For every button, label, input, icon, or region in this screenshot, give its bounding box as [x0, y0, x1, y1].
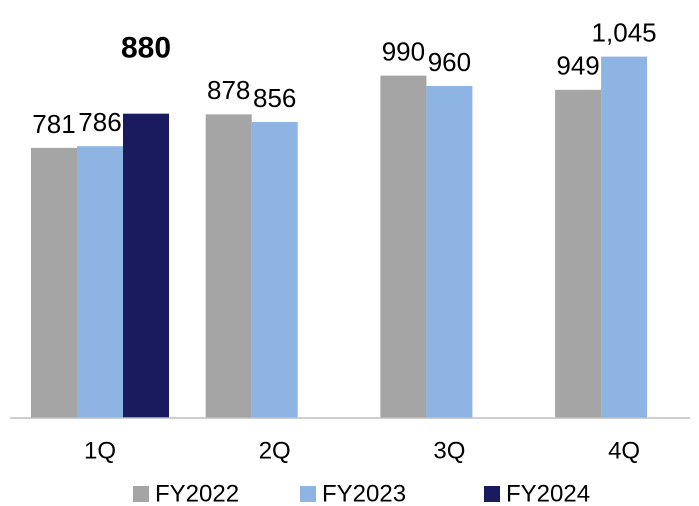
bar	[426, 86, 473, 418]
x-tick-label: 1Q	[84, 437, 116, 464]
bar	[601, 56, 648, 419]
legend-label: FY2023	[322, 480, 406, 506]
x-tick-label: 4Q	[608, 437, 640, 464]
bar	[555, 89, 602, 418]
value-label: 856	[253, 83, 296, 113]
value-label: 786	[78, 107, 121, 137]
bar	[251, 121, 298, 418]
legend-label: FY2024	[506, 480, 590, 506]
value-label: 949	[556, 51, 599, 81]
legend-label: FY2022	[155, 480, 239, 506]
bar	[205, 114, 252, 418]
legend-swatch	[133, 486, 149, 502]
value-label: 990	[382, 37, 425, 67]
bar	[77, 146, 123, 419]
bar	[380, 75, 427, 418]
bar	[31, 147, 77, 418]
x-tick-label: 2Q	[259, 437, 291, 464]
legend-swatch	[484, 486, 500, 502]
value-label: 880	[121, 32, 171, 65]
bar	[123, 113, 169, 419]
legend-swatch	[300, 486, 316, 502]
value-label: 1,045	[592, 17, 657, 47]
x-tick-label: 3Q	[433, 437, 465, 464]
value-label: 878	[207, 75, 250, 105]
value-label: 781	[32, 109, 75, 139]
value-label: 960	[428, 47, 471, 77]
